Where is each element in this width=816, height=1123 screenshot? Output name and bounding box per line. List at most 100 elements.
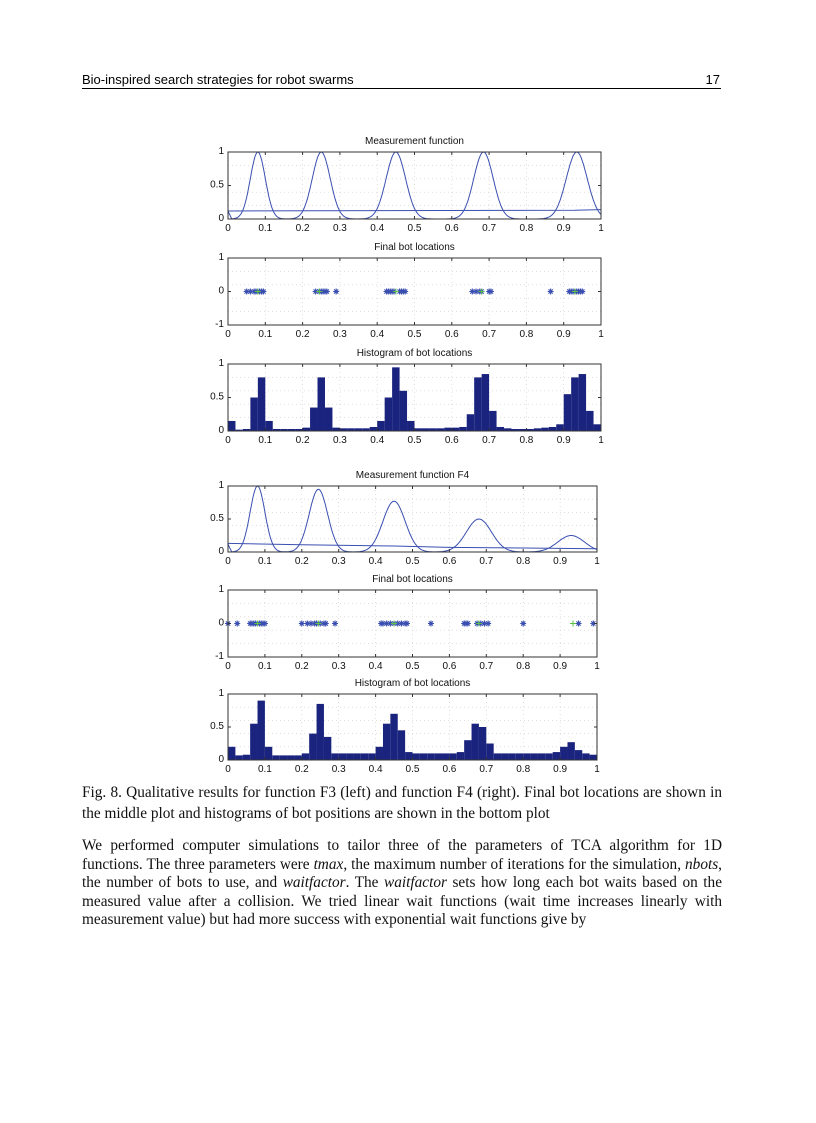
- y-tick-label: 0.5: [210, 513, 224, 524]
- bot-marker: [487, 288, 494, 295]
- baseline-line: [227, 542, 598, 550]
- x-tick-label: 0.3: [333, 435, 347, 446]
- x-tick-label: 0.1: [258, 435, 272, 446]
- histogram-bar: [560, 746, 568, 760]
- best-marker: [391, 620, 398, 627]
- bot-marker: [260, 288, 267, 295]
- best-marker: [475, 620, 482, 627]
- histogram-bar: [360, 753, 369, 760]
- x-tick-label: 0.3: [332, 764, 346, 775]
- histogram-bar: [444, 427, 452, 431]
- x-tick-label: 0.9: [557, 223, 571, 234]
- best-marker: [392, 288, 399, 295]
- histogram-bar: [280, 428, 288, 431]
- histogram-bar: [489, 410, 497, 431]
- histogram-bar: [571, 377, 579, 431]
- histogram-bar: [354, 428, 363, 431]
- x-tick-label: 0.8: [516, 661, 530, 672]
- histogram-bar: [375, 746, 383, 760]
- histogram-bar: [511, 428, 519, 431]
- y-tick-label: 0: [218, 425, 224, 436]
- histogram-bar: [407, 420, 415, 431]
- x-tick-label: 0.5: [406, 661, 420, 672]
- text: sets how long each bot waits based on th…: [82, 874, 722, 929]
- y-tick-label: 1: [218, 584, 224, 595]
- x-tick-label: 0.4: [370, 223, 384, 234]
- x-tick-label: 0.2: [296, 223, 310, 234]
- y-tick-label: 0: [218, 286, 224, 297]
- x-tick-label: 1: [594, 556, 600, 567]
- histogram-bar: [533, 428, 542, 431]
- bot-marker: [469, 288, 476, 295]
- x-tick-label: 0.9: [557, 435, 571, 446]
- page-number: 17: [705, 72, 720, 87]
- x-tick-label: 0.5: [406, 764, 420, 775]
- baseline-line: [227, 209, 602, 212]
- bot-marker: [579, 288, 586, 295]
- histogram-bar: [397, 730, 406, 760]
- histogram-bar: [451, 427, 460, 431]
- histogram-bar: [493, 753, 502, 760]
- bot-marker: [575, 620, 582, 627]
- x-tick-label: 0.5: [408, 435, 422, 446]
- histogram-bar: [264, 746, 273, 760]
- bot-marker: [427, 620, 434, 627]
- x-tick-label: 1: [594, 764, 600, 775]
- histogram-bar: [302, 427, 311, 431]
- x-tick-label: 0.2: [295, 556, 309, 567]
- bot-marker: [312, 288, 319, 295]
- histogram-bar: [586, 410, 594, 431]
- x-tick-label: 0.1: [258, 661, 272, 672]
- histogram-bar: [332, 427, 340, 431]
- bot-marker: [520, 620, 527, 627]
- x-tick-label: 0.2: [296, 329, 310, 340]
- x-tick-label: 0.4: [370, 329, 384, 340]
- x-tick-label: 0.3: [332, 556, 346, 567]
- histogram-bar: [526, 428, 534, 431]
- chart-bar: 0 0.1 0.2 0.3 0.4 0.5 0.6 0.7 0.8 0.9 1 0 0.5 1 Histog…: [210, 678, 600, 775]
- param-waitfactor: waitfactor: [282, 874, 346, 892]
- x-tick-label: 0.4: [369, 661, 383, 672]
- histogram-bar: [434, 753, 443, 760]
- x-tick-label: 0.6: [445, 329, 459, 340]
- x-tick-label: 0.6: [442, 556, 456, 567]
- best-marker: [316, 288, 323, 295]
- histogram-bar: [545, 753, 553, 760]
- histogram-bar: [279, 755, 288, 760]
- histogram-bar: [250, 397, 258, 431]
- figure-caption: Fig. 8. Qualitative results for function…: [82, 784, 722, 822]
- bot-marker: [323, 288, 330, 295]
- y-tick-label: 1: [218, 688, 224, 699]
- histogram-bar: [339, 428, 348, 431]
- histogram-bar: [384, 397, 393, 431]
- bot-marker: [304, 620, 311, 627]
- x-tick-label: 0.6: [445, 435, 459, 446]
- x-tick-label: 0.1: [258, 764, 272, 775]
- bot-marker: [394, 620, 401, 627]
- bot-marker: [261, 620, 268, 627]
- chart-title: Measurement function F4: [356, 470, 470, 481]
- histogram-bar: [399, 390, 408, 431]
- x-tick-label: 0.2: [295, 661, 309, 672]
- x-tick-label: 0.8: [516, 556, 530, 567]
- histogram-bar: [294, 755, 302, 760]
- bot-marker: [547, 288, 554, 295]
- text: , the number of bots to use, and: [82, 855, 722, 892]
- x-tick-label: 0: [225, 435, 231, 446]
- x-tick-label: 0.7: [482, 329, 496, 340]
- histogram-bar: [228, 746, 236, 760]
- histogram-bar: [331, 753, 339, 760]
- x-tick-label: 0.3: [333, 223, 347, 234]
- y-tick-label: 0: [218, 213, 224, 224]
- y-tick-label: 0.5: [210, 180, 224, 191]
- x-tick-label: 0.7: [479, 661, 493, 672]
- histogram-bar: [257, 700, 265, 760]
- x-tick-label: 0.1: [258, 556, 272, 567]
- y-tick-label: -1: [215, 651, 224, 662]
- x-tick-label: 0.5: [406, 556, 420, 567]
- x-tick-label: 0.8: [516, 764, 530, 775]
- histogram-bar: [515, 753, 524, 760]
- histogram-bar: [228, 420, 236, 431]
- histogram-bar: [324, 407, 333, 431]
